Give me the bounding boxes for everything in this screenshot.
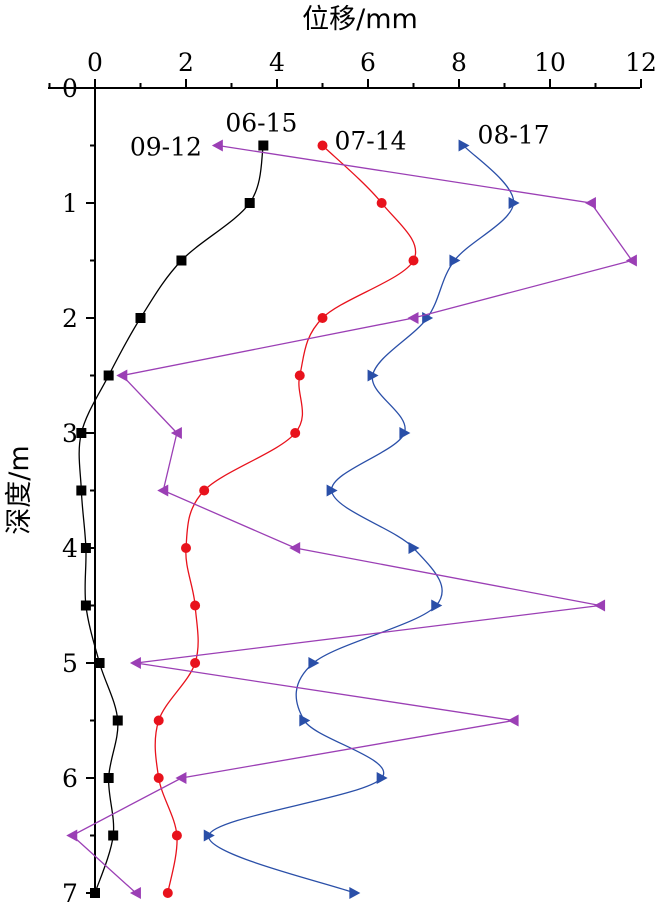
data-point — [94, 658, 105, 668]
series-06-15: 06-15 — [76, 109, 297, 898]
series-label: 08-17 — [478, 121, 550, 150]
series-line — [71, 144, 633, 894]
data-point — [199, 485, 210, 496]
data-point — [407, 312, 419, 324]
data-point — [190, 658, 201, 668]
series-07-14: 07-14 — [153, 127, 419, 898]
data-point — [349, 887, 361, 899]
data-point — [294, 370, 305, 381]
y-tick-label: 2 — [62, 304, 78, 333]
y-axis-title: 深度/m — [4, 445, 35, 534]
data-point — [317, 140, 328, 151]
data-point — [594, 599, 606, 612]
data-point — [129, 887, 141, 899]
data-point — [171, 830, 182, 841]
data-point — [507, 714, 519, 727]
x-tick-label: 6 — [360, 48, 376, 77]
data-point — [80, 600, 91, 611]
x-tick-label: 4 — [269, 48, 285, 77]
data-point — [308, 657, 320, 669]
data-point — [157, 484, 169, 497]
y-tick-label: 3 — [62, 419, 78, 448]
data-point — [181, 543, 191, 553]
series-layer: 06-15 07-14 08-17 09-12 — [66, 109, 637, 899]
series-08-17: 08-17 — [203, 121, 550, 899]
series-label: 07-14 — [335, 127, 407, 156]
data-point — [176, 255, 187, 266]
data-point — [625, 254, 637, 267]
x-tick-label: 2 — [178, 48, 194, 77]
x-tick-label: 12 — [625, 48, 657, 77]
data-point — [449, 254, 461, 267]
data-point — [112, 715, 123, 726]
data-point — [175, 772, 187, 784]
data-point — [290, 428, 301, 438]
data-point — [431, 599, 443, 612]
data-point — [116, 369, 128, 382]
data-point — [66, 829, 78, 842]
data-point — [584, 197, 596, 209]
data-point — [458, 139, 470, 152]
series-09-12: 09-12 — [66, 133, 637, 899]
data-point — [190, 600, 201, 611]
data-point — [211, 139, 223, 152]
y-tick-label: 5 — [62, 649, 78, 678]
data-point — [153, 773, 164, 783]
data-point — [103, 370, 114, 381]
data-point — [376, 198, 387, 208]
data-point — [299, 714, 311, 727]
series-label: 06-15 — [225, 109, 297, 138]
data-point — [76, 485, 87, 496]
data-point — [103, 773, 114, 783]
y-tick-label: 4 — [62, 534, 78, 563]
data-point — [408, 542, 420, 554]
data-point — [90, 888, 100, 898]
data-point — [170, 427, 182, 439]
y-axis: 0 1 2 3 4 5 6 7 — [62, 74, 96, 906]
series-line — [208, 145, 515, 894]
data-point — [508, 197, 520, 209]
data-point — [76, 428, 87, 438]
series-label: 09-12 — [130, 133, 202, 162]
data-point — [367, 369, 379, 382]
x-tick-label: 10 — [534, 48, 566, 77]
y-tick-label: 7 — [62, 879, 78, 906]
series-line — [154, 145, 417, 894]
y-tick-label: 6 — [62, 764, 78, 793]
data-point — [399, 427, 411, 439]
data-point — [108, 830, 119, 841]
data-point — [376, 772, 388, 784]
data-point — [153, 715, 164, 726]
x-axis-title: 位移/mm — [302, 4, 418, 35]
data-point — [317, 313, 328, 323]
x-tick-label: 0 — [87, 48, 103, 77]
data-point — [326, 484, 338, 497]
data-point — [244, 198, 255, 208]
x-tick-label: 8 — [451, 48, 467, 77]
y-tick-label: 1 — [62, 189, 78, 218]
data-point — [289, 542, 301, 554]
data-point — [129, 657, 141, 669]
data-point — [258, 140, 269, 151]
data-point — [80, 543, 91, 553]
data-point — [162, 888, 173, 898]
data-point — [408, 255, 419, 266]
data-point — [203, 829, 215, 842]
data-point — [135, 313, 146, 323]
x-axis: 0 2 4 6 8 10 12 — [48, 48, 657, 89]
y-tick-label: 0 — [62, 74, 78, 103]
